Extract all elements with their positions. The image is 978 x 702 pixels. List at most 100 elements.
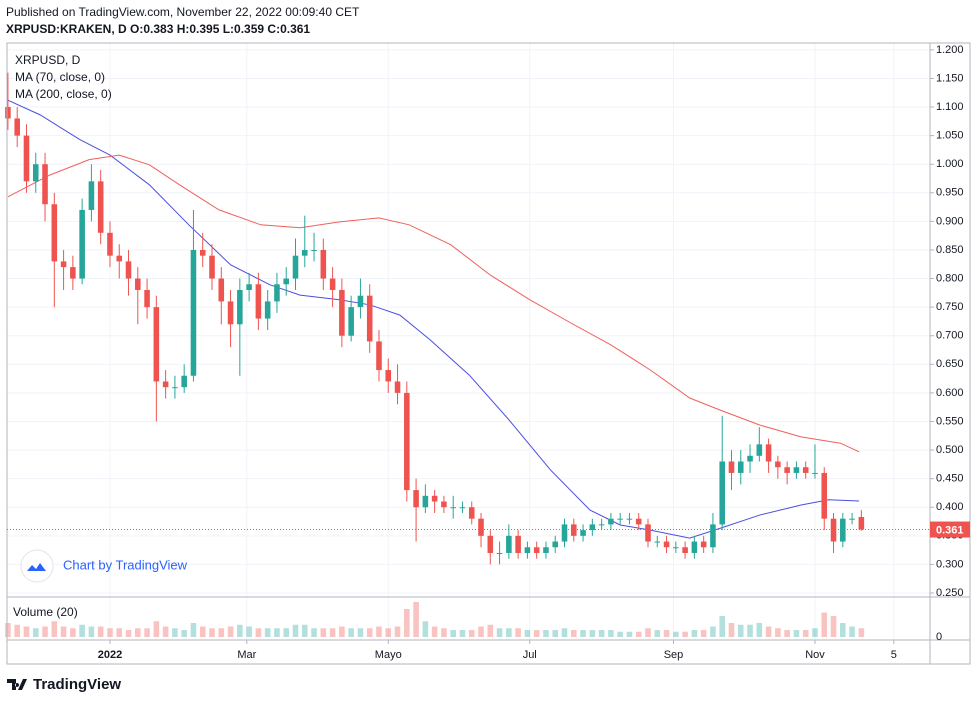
y-tick-label: 0.700: [936, 330, 964, 342]
y-tick-label: 0.600: [936, 387, 964, 399]
volume-bar: [422, 621, 429, 637]
frame: [6, 42, 971, 665]
volume-bar: [487, 624, 494, 637]
candle-body: [283, 278, 290, 285]
y-tick-label: 0.650: [936, 358, 964, 370]
candle-body: [793, 467, 800, 473]
x-tick-label: Sep: [664, 649, 684, 661]
symbol-line: XRPUSD:KRAKEN, D O:0.383 H:0.395 L:0.359…: [6, 22, 310, 36]
x-tick-label: Mar: [237, 649, 256, 661]
y-tick-label: 0.750: [936, 301, 964, 313]
volume-bar: [227, 626, 234, 637]
x-tick-label: Mayo: [375, 649, 402, 661]
candle-body: [190, 249, 197, 376]
volume-bar: [580, 630, 586, 637]
grid: [7, 43, 930, 640]
candle-body: [79, 209, 85, 279]
volume-bar: [376, 626, 382, 637]
y-tick-label: 1.150: [936, 72, 964, 84]
candle-body: [645, 524, 651, 542]
candle-body: [533, 547, 540, 553]
volume-bar: [802, 630, 809, 637]
candle-body: [635, 518, 642, 525]
y-tick-label: 0.550: [936, 415, 964, 427]
volume-bar: [598, 630, 605, 637]
candle-body: [97, 181, 104, 233]
volume-bar: [459, 630, 466, 637]
candle-body: [515, 535, 521, 553]
candle-body: [802, 467, 809, 473]
volume-pane: [5, 602, 865, 637]
candle-body: [775, 461, 781, 468]
candles: [5, 72, 865, 565]
candle-body: [218, 278, 225, 302]
volume-bar: [441, 628, 447, 637]
volume-bar: [162, 626, 169, 637]
volume-bar: [431, 626, 438, 637]
published-line: Published on TradingView.com, November 2…: [6, 5, 360, 19]
volume-bar: [218, 628, 225, 637]
volume-bar: [700, 630, 707, 637]
volume-bar: [181, 630, 187, 637]
ma-line: [7, 154, 860, 453]
axes: 0.2500.3000.3500.4000.4500.5000.5500.600…: [7, 44, 970, 661]
candle-body: [691, 541, 698, 553]
volume-bar: [116, 628, 123, 637]
volume-title: Volume (20): [13, 605, 78, 619]
volume-bar: [533, 630, 540, 637]
volume-bar: [274, 628, 280, 637]
candle-body: [264, 301, 271, 319]
watermark-badge: [20, 549, 54, 583]
volume-bar: [60, 626, 67, 637]
y-tick-label: 0.900: [936, 215, 964, 227]
candle-body: [543, 547, 549, 553]
candle-body: [506, 535, 512, 553]
candle-body: [227, 301, 234, 325]
candle-body: [162, 381, 169, 388]
candle-body: [339, 289, 345, 336]
candle-body: [32, 164, 39, 182]
volume-bar: [775, 628, 781, 637]
candle-body: [821, 472, 828, 519]
volume-bar: [320, 628, 327, 637]
candle-body: [357, 295, 364, 308]
candle-body: [728, 461, 735, 473]
y-tick-label: 0.500: [936, 444, 964, 456]
candle-body: [719, 461, 725, 525]
x-tick-label: Nov: [805, 649, 825, 661]
last-price-tag: [930, 521, 970, 538]
candle-body: [747, 455, 753, 462]
volume-bar: [821, 612, 828, 637]
y-tick-label: 0.800: [936, 272, 964, 284]
candle-body: [552, 541, 559, 548]
candle-body: [673, 547, 679, 549]
volume-bar: [710, 626, 716, 637]
candle-body: [858, 516, 865, 530]
volume-bar: [524, 630, 531, 637]
candle-body: [255, 284, 262, 319]
volume-tick-label: 0: [936, 631, 942, 643]
volume-bar: [830, 616, 837, 637]
candle-body: [5, 107, 11, 119]
candle-body: [42, 164, 48, 205]
volume-bar: [209, 628, 215, 637]
legend-symbol: XRPUSD, D: [15, 53, 81, 67]
volume-bar: [246, 626, 252, 637]
candle-body: [153, 307, 160, 382]
y-tick-label: 1.100: [936, 101, 964, 113]
candle-body: [849, 518, 855, 520]
candle-body: [237, 289, 243, 325]
volume-bar: [608, 630, 614, 637]
volume-bar: [812, 628, 818, 637]
candle-body: [598, 524, 605, 526]
volume-bar: [14, 624, 20, 637]
volume-bar: [728, 623, 735, 637]
candle-body: [181, 375, 187, 388]
legend-ma70: MA (70, close, 0): [15, 70, 105, 84]
volume-bar: [543, 630, 549, 637]
candle-body: [413, 490, 419, 508]
y-tick-label: 0.950: [936, 187, 964, 199]
candle-body: [468, 507, 475, 519]
volume-bar: [255, 628, 262, 637]
ma-line: [7, 99, 860, 539]
